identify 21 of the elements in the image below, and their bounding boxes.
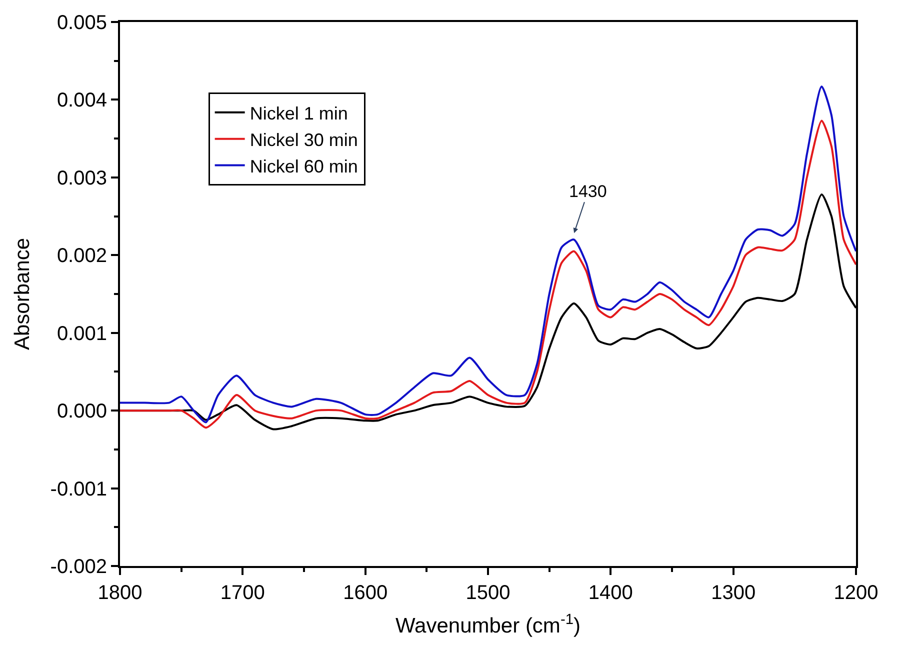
x-tick-label: 1800 [98, 582, 142, 604]
y-tick-label: 0.001 [56, 322, 107, 345]
x-tick-label: 1400 [588, 582, 633, 604]
annotation: 1430 [569, 182, 607, 201]
x-tick-label: 1500 [466, 582, 510, 604]
x-tick-label: 1700 [220, 582, 265, 604]
x-tick-label: 1300 [711, 582, 756, 604]
y-tick-label: 0.002 [56, 245, 107, 268]
y-tick-label: 0.004 [56, 90, 107, 112]
legend-label: Nickel 1 min [250, 103, 348, 124]
y-tick-label: -0.001 [50, 478, 107, 500]
y-tick-label: -0.002 [50, 556, 107, 578]
y-tick-label: 0.000 [56, 400, 107, 423]
x-tick-label: 1600 [343, 582, 388, 604]
x-tick-label: 1200 [834, 582, 878, 604]
y-tick-label: 0.005 [56, 12, 107, 34]
legend-label: Nickel 60 min [250, 156, 358, 176]
legend-label: Nickel 30 min [250, 130, 358, 150]
y-tick-label: 0.003 [56, 167, 107, 190]
y-axis-title: Absorbance [10, 238, 34, 350]
x-axis-title: Wavenumber (cm$^{-1}$) [396, 612, 580, 638]
